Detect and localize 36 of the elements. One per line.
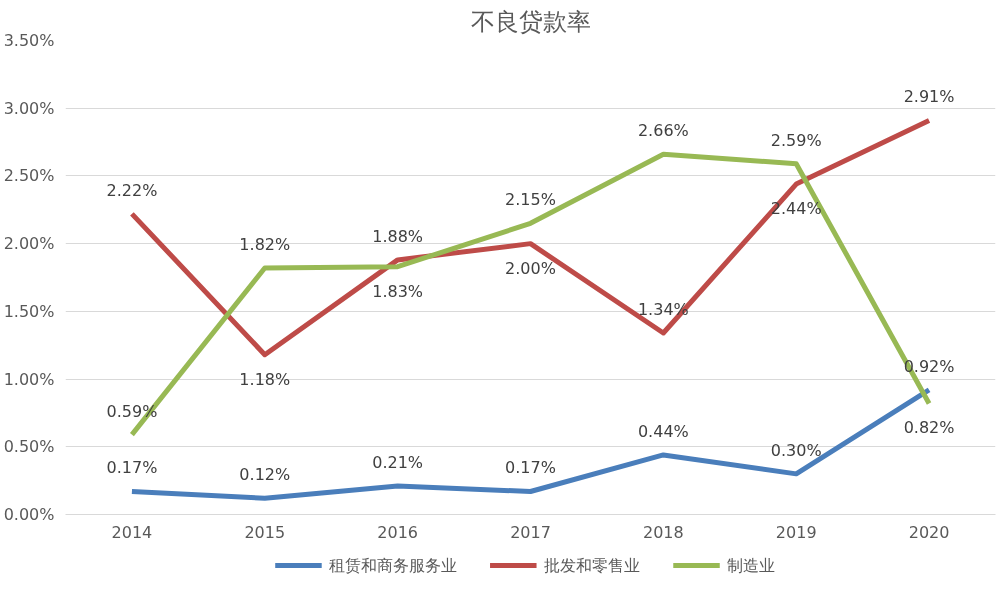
y-tick-label: 1.50% (3, 301, 55, 321)
y-tick-label: 0.00% (3, 505, 55, 524)
data-label: 2.22% (106, 180, 158, 200)
x-tick-label: 2017 (510, 522, 551, 542)
x-tick-label: 2019 (775, 522, 817, 542)
data-label: 2.59% (770, 130, 822, 150)
data-label: 0.21% (372, 453, 424, 473)
data-label: 0.44% (637, 421, 689, 441)
y-tick-label: 2.00% (3, 234, 55, 254)
data-label: 1.88% (372, 226, 424, 246)
chart-title: 不良贷款率 (470, 7, 591, 36)
data-label: 2.15% (505, 190, 556, 210)
data-label: 1.82% (239, 235, 291, 255)
data-label: 2.91% (903, 87, 955, 107)
x-tick-label: 2018 (643, 522, 684, 542)
x-tick-label: 2016 (377, 522, 418, 542)
data-label: 0.17% (505, 458, 556, 478)
y-tick-label: 3.00% (3, 98, 55, 118)
x-tick-label: 2020 (908, 522, 950, 542)
data-label: 1.83% (372, 281, 424, 301)
y-tick-label: 1.00% (3, 369, 55, 389)
y-tick-label: 2.50% (3, 166, 55, 186)
data-label: 2.00% (505, 258, 556, 278)
data-label: 1.18% (239, 369, 291, 389)
data-label: 0.30% (770, 440, 822, 460)
legend-label: 批发和零售业 (543, 556, 640, 575)
legend-label: 租赁和商务服务业 (329, 556, 458, 575)
data-label: 2.66% (637, 121, 689, 141)
y-tick-label: 0.50% (3, 437, 55, 457)
x-tick-label: 2015 (244, 522, 286, 542)
legend-label: 制造业 (727, 556, 776, 575)
data-label: 0.17% (106, 458, 158, 478)
data-label: 0.82% (903, 418, 955, 438)
y-tick-label: 3.50% (3, 31, 55, 50)
x-tick-label: 2014 (111, 522, 153, 542)
data-label: 0.12% (239, 465, 291, 485)
